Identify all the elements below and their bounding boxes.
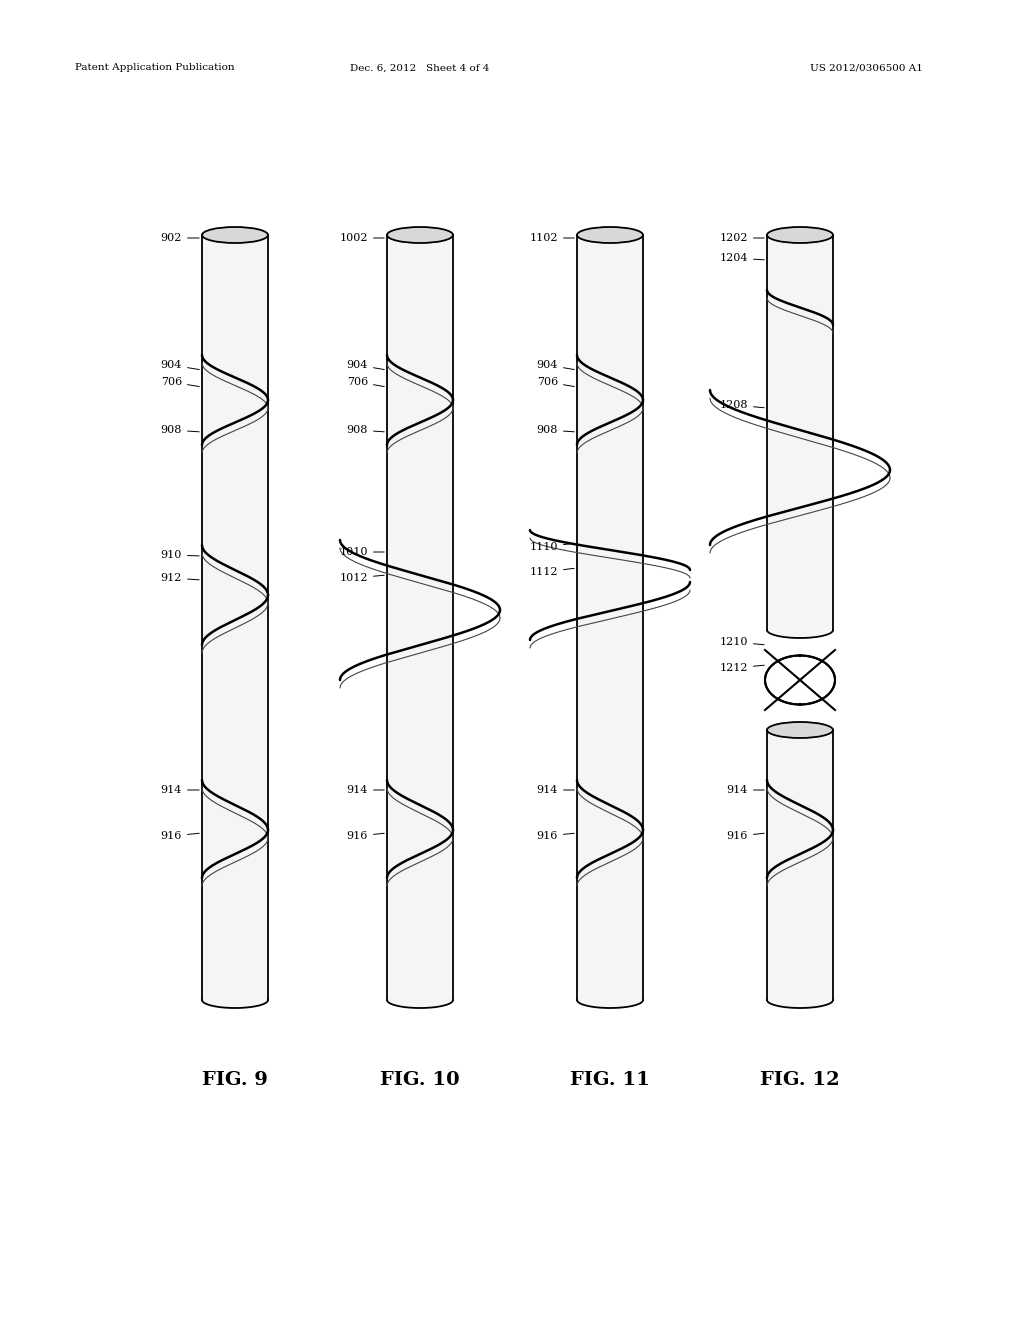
Text: 908: 908: [347, 425, 384, 436]
Ellipse shape: [767, 993, 833, 1008]
Polygon shape: [767, 730, 833, 1001]
Text: 914: 914: [537, 785, 574, 795]
Text: 904: 904: [537, 360, 574, 370]
Text: 916: 916: [161, 832, 200, 841]
Text: 1210: 1210: [720, 638, 764, 647]
Text: 1208: 1208: [720, 400, 764, 411]
Text: 916: 916: [537, 832, 574, 841]
Text: 1212: 1212: [720, 663, 764, 673]
Text: 1002: 1002: [340, 234, 384, 243]
Ellipse shape: [767, 622, 833, 638]
Text: Dec. 6, 2012   Sheet 4 of 4: Dec. 6, 2012 Sheet 4 of 4: [350, 63, 489, 73]
Text: 902: 902: [161, 234, 200, 243]
Text: 908: 908: [537, 425, 574, 436]
Text: 1202: 1202: [720, 234, 764, 243]
Text: 1102: 1102: [529, 234, 574, 243]
Ellipse shape: [577, 227, 643, 243]
Text: 910: 910: [161, 550, 200, 560]
Text: 914: 914: [161, 785, 200, 795]
Text: 1012: 1012: [340, 573, 384, 583]
Text: 914: 914: [347, 785, 384, 795]
Text: 916: 916: [347, 832, 384, 841]
Polygon shape: [767, 235, 833, 630]
Text: 1010: 1010: [340, 546, 384, 557]
Text: 706: 706: [347, 378, 384, 387]
Text: 912: 912: [161, 573, 200, 583]
Text: 1112: 1112: [529, 568, 574, 577]
Text: 914: 914: [727, 785, 764, 795]
Text: US 2012/0306500 A1: US 2012/0306500 A1: [810, 63, 923, 73]
Text: FIG. 12: FIG. 12: [760, 1071, 840, 1089]
Text: FIG. 11: FIG. 11: [570, 1071, 650, 1089]
Text: 1110: 1110: [529, 543, 574, 552]
Ellipse shape: [767, 722, 833, 738]
Ellipse shape: [202, 227, 268, 243]
Text: FIG. 10: FIG. 10: [380, 1071, 460, 1089]
Text: 706: 706: [537, 378, 574, 387]
Ellipse shape: [767, 227, 833, 243]
Ellipse shape: [387, 227, 453, 243]
Polygon shape: [202, 235, 268, 1001]
Text: 904: 904: [347, 360, 384, 370]
Ellipse shape: [202, 993, 268, 1008]
Polygon shape: [577, 235, 643, 1001]
Ellipse shape: [387, 993, 453, 1008]
Text: 706: 706: [161, 378, 200, 387]
Text: FIG. 9: FIG. 9: [202, 1071, 268, 1089]
Polygon shape: [387, 235, 453, 1001]
Text: 1204: 1204: [720, 253, 764, 263]
Text: 916: 916: [727, 832, 764, 841]
Text: 904: 904: [161, 360, 200, 370]
Text: 908: 908: [161, 425, 200, 436]
Text: Patent Application Publication: Patent Application Publication: [75, 63, 234, 73]
Ellipse shape: [577, 993, 643, 1008]
